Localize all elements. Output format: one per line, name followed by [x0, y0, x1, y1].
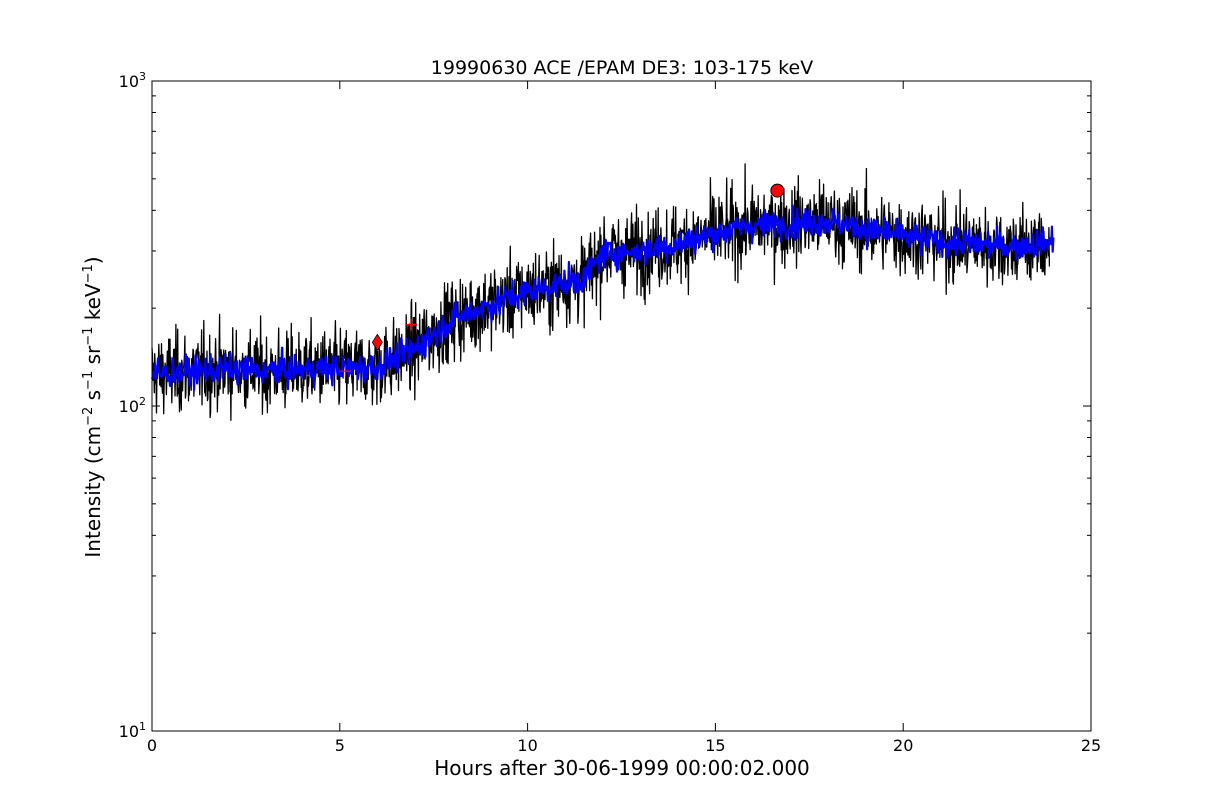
x-tick-label: 15 [705, 736, 725, 755]
y-axis-label: Intensity (cm−2 s−1 sr−1 keV−1) [81, 256, 105, 557]
marker-circle [770, 183, 785, 198]
series-raw-line [151, 163, 1051, 421]
y-tick-label: 102 [119, 395, 146, 416]
x-tick-label: 5 [335, 736, 345, 755]
x-axis-label: Hours after 30-06-1999 00:00:02.000 [434, 756, 810, 780]
marker-diamond [371, 333, 383, 352]
x-tick-label: 20 [893, 736, 913, 755]
y-tick-label: 101 [119, 720, 146, 741]
marker-plus [339, 365, 352, 378]
y-tick-label: 103 [119, 70, 146, 91]
x-tick-label: 0 [147, 736, 157, 755]
marker-plus [405, 318, 418, 331]
x-tick-label: 10 [517, 736, 537, 755]
x-tick-label: 25 [1081, 736, 1101, 755]
series-smoothed-line [150, 204, 1055, 391]
plot-area [150, 163, 1055, 421]
chart-title: 19990630 ACE /EPAM DE3: 103-175 keV [431, 57, 813, 79]
axes: 0 5 10 15 20 25 101 102 103 [119, 70, 1102, 755]
